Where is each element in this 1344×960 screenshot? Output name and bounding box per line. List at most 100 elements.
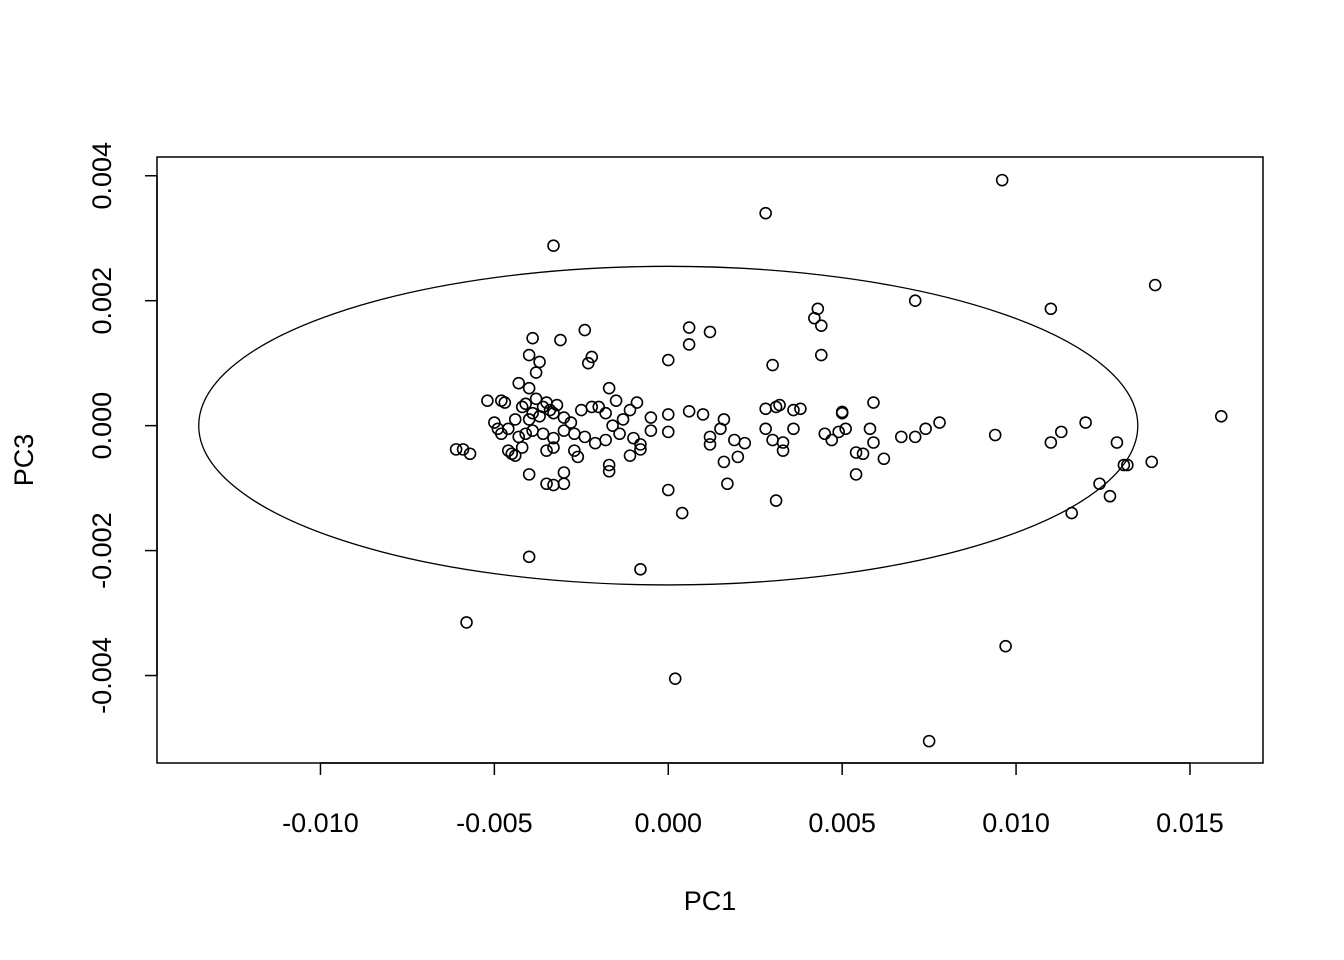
x-tick-label: -0.005 xyxy=(456,808,533,838)
data-point xyxy=(557,477,571,491)
data-point xyxy=(536,427,550,441)
data-point xyxy=(682,404,696,418)
data-point xyxy=(766,358,779,372)
data-point xyxy=(832,425,845,439)
data-point xyxy=(769,494,783,507)
data-point xyxy=(1054,425,1068,439)
data-point xyxy=(908,430,922,444)
data-point xyxy=(554,333,567,347)
data-point xyxy=(592,400,606,414)
data-point xyxy=(1065,506,1079,520)
data-point xyxy=(682,321,696,334)
data-point xyxy=(933,416,946,429)
data-point xyxy=(522,381,536,395)
data-point xyxy=(463,447,477,461)
x-tick-label: 0.015 xyxy=(1156,808,1224,838)
x-tick-label: 0.005 xyxy=(808,808,876,838)
data-point xyxy=(835,406,849,420)
data-point xyxy=(919,422,932,436)
data-point xyxy=(522,468,536,481)
data-point xyxy=(616,413,630,426)
data-point xyxy=(522,348,536,362)
data-point xyxy=(634,563,647,576)
data-point xyxy=(606,419,619,432)
data-point xyxy=(599,433,612,447)
data-point xyxy=(623,403,637,417)
data-point xyxy=(731,450,745,464)
data-point xyxy=(922,734,936,748)
data-point xyxy=(529,366,543,379)
data-point xyxy=(714,422,727,436)
data-point xyxy=(623,449,637,462)
y-tick-label: -0.004 xyxy=(87,637,117,714)
data-point xyxy=(1145,455,1159,469)
data-point xyxy=(766,433,779,447)
x-tick-label: 0.000 xyxy=(634,808,702,838)
data-point xyxy=(703,430,717,444)
data-point xyxy=(578,323,592,337)
data-point xyxy=(661,425,675,439)
data-point xyxy=(787,422,800,436)
data-point xyxy=(738,436,752,450)
data-point xyxy=(856,447,870,461)
data-point xyxy=(668,672,682,685)
data-point xyxy=(818,427,832,441)
data-point xyxy=(814,319,828,332)
data-point xyxy=(1110,436,1124,449)
data-point xyxy=(599,406,612,420)
data-point xyxy=(602,464,616,478)
data-point xyxy=(547,239,560,253)
data-point xyxy=(512,376,526,390)
data-point xyxy=(759,402,772,416)
data-point xyxy=(481,394,494,407)
data-point xyxy=(526,424,539,437)
data-point xyxy=(568,444,581,457)
x-axis: -0.010 -0.005 0.000 0.005 0.010 0.015 xyxy=(282,762,1224,838)
x-tick-label: 0.010 xyxy=(982,808,1050,838)
data-point xyxy=(488,416,501,429)
data-point xyxy=(908,294,922,307)
data-point xyxy=(571,450,585,464)
data-point xyxy=(634,443,647,456)
data-point xyxy=(849,468,863,481)
data-point xyxy=(501,422,515,436)
data-point xyxy=(547,431,560,445)
data-point xyxy=(894,430,908,444)
data-point xyxy=(776,444,790,457)
data-point xyxy=(867,396,880,409)
data-point xyxy=(999,639,1012,653)
data-point xyxy=(581,356,595,370)
data-point xyxy=(630,396,644,409)
data-point xyxy=(460,616,473,629)
data-point xyxy=(508,413,522,426)
data-point xyxy=(661,408,675,421)
data-point xyxy=(1148,278,1162,292)
data-point xyxy=(1079,416,1092,429)
data-point xyxy=(661,353,675,367)
data-point xyxy=(773,398,786,412)
y-axis-title: PC3 xyxy=(9,434,39,487)
data-point xyxy=(1093,477,1106,491)
x-tick-label: -0.010 xyxy=(282,808,359,838)
data-point xyxy=(644,411,658,424)
data-point xyxy=(703,438,717,451)
data-point xyxy=(609,394,623,407)
data-point xyxy=(564,416,578,429)
data-point xyxy=(547,478,560,492)
y-tick-label: 0.000 xyxy=(87,392,117,460)
data-points xyxy=(449,173,1228,748)
y-tick-label: 0.004 xyxy=(87,142,117,210)
data-point xyxy=(759,422,772,436)
data-point xyxy=(557,466,571,479)
y-axis: -0.004 -0.002 0.000 0.002 0.004 xyxy=(87,142,158,714)
data-point xyxy=(863,422,877,436)
data-point xyxy=(1121,458,1134,472)
x-axis-title: PC1 xyxy=(684,886,737,916)
data-point xyxy=(808,311,821,325)
data-point xyxy=(728,433,741,447)
data-point xyxy=(995,173,1009,187)
data-point xyxy=(519,397,532,411)
data-point xyxy=(988,428,1002,442)
data-point xyxy=(703,325,717,339)
